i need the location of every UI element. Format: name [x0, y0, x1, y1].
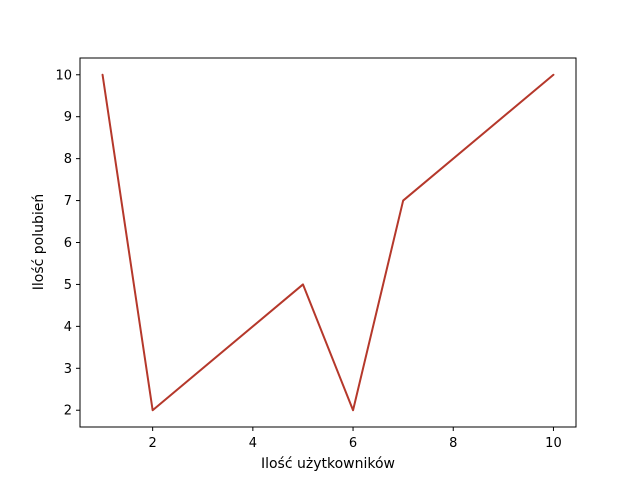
y-tick-label: 5: [64, 278, 72, 293]
plot-area: [101, 73, 555, 412]
y-tick-label: 10: [55, 68, 72, 83]
x-tick-label: 4: [249, 436, 257, 451]
x-tick-label: 6: [349, 436, 357, 451]
axis-ticks: 2 4 6 8 10 2 3 4 5 6 7 8 9 10: [55, 68, 561, 451]
y-tick-label: 3: [64, 362, 72, 377]
y-tick-label: 6: [64, 236, 72, 251]
axes-frame: [79, 57, 577, 428]
x-tick-label: 2: [149, 436, 157, 451]
y-tick-label: 7: [64, 194, 72, 209]
y-tick-label: 8: [64, 152, 72, 167]
y-tick-label: 2: [64, 404, 72, 419]
x-tick-label: 10: [545, 436, 562, 451]
y-tick-label: 9: [64, 110, 72, 125]
x-tick-label: 8: [449, 436, 457, 451]
series-line-0: [101, 73, 555, 412]
x-axis-label: Ilość użytkowników: [261, 456, 395, 472]
y-axis-label: Ilość polubień: [31, 194, 47, 291]
y-tick-label: 4: [64, 320, 72, 335]
